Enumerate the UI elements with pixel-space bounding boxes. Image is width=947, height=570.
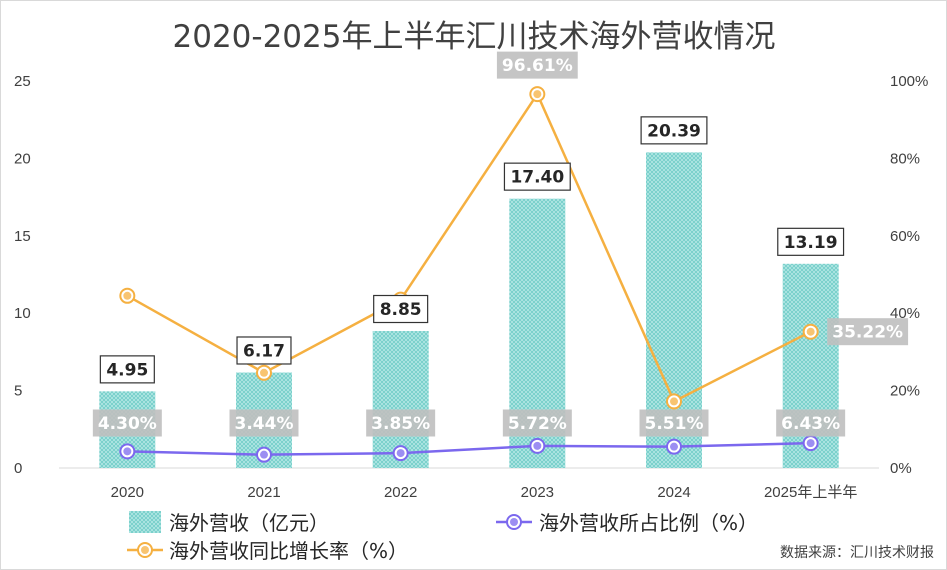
- growth-value-label: 35.22%: [827, 318, 909, 346]
- share-line: [127, 441, 811, 456]
- bar-value-label-text: 13.19: [784, 233, 838, 253]
- bar-value-label-text: 6.17: [243, 341, 285, 361]
- share-value-label-bg: [776, 409, 846, 437]
- growth-line: [126, 91, 812, 404]
- share-value-label-bg: [639, 409, 709, 437]
- share-value-label: 6.43%: [776, 409, 846, 437]
- legend-swatch-bar: [129, 511, 161, 533]
- bar-value-label-bg: [640, 116, 708, 145]
- legend-label-growth: 海外营收同比增长率（%）: [169, 539, 408, 563]
- growth-point-core: [533, 90, 542, 99]
- bar-value-label: 20.39: [640, 116, 708, 145]
- y-right-tick: 80%: [890, 150, 920, 167]
- growth-point-core: [806, 327, 815, 336]
- share-value-label: 3.44%: [229, 409, 299, 437]
- growth-point-core: [123, 291, 132, 300]
- legend-label-bar: 海外营收（亿元）: [169, 511, 329, 535]
- y-right-tick: 20%: [890, 383, 920, 400]
- bar-value-label-bg: [373, 294, 429, 324]
- share-value-label-text: 6.43%: [781, 414, 840, 434]
- bar-value-label: 8.85: [373, 294, 429, 324]
- bar-value-label-text: 20.39: [647, 121, 701, 141]
- y-right-tick: 40%: [890, 305, 920, 322]
- legend-swatch-growth-marker-core: [141, 546, 149, 554]
- share-value-label-text: 5.72%: [508, 414, 567, 434]
- y-left-tick: 10: [14, 305, 31, 322]
- x-tick-label: 2020: [111, 484, 144, 501]
- legend-label-share: 海外营收所占比例（%）: [539, 511, 758, 535]
- bar-value-label: 6.17: [236, 336, 292, 365]
- bar-value-label-bg: [777, 227, 845, 256]
- bar-value-label-bg: [99, 355, 155, 384]
- growth-value-label-text: 35.22%: [832, 323, 903, 343]
- share-value-label-bg: [366, 409, 436, 437]
- share-value-label-text: 5.51%: [645, 414, 704, 434]
- y-right-tick: 100%: [890, 73, 928, 90]
- share-value-label: 5.51%: [639, 409, 709, 437]
- growth-value-label-bg: [496, 51, 578, 79]
- x-tick-label: 2025年上半年: [764, 484, 857, 501]
- y-right-tick: 60%: [890, 228, 920, 245]
- share-value-label: 3.85%: [366, 409, 436, 437]
- share-point-core: [670, 442, 678, 451]
- share-value-label-text: 4.30%: [98, 414, 157, 434]
- growth-point-core: [260, 368, 268, 377]
- bar-value-label-text: 4.95: [106, 360, 148, 380]
- share-point-core: [533, 441, 542, 450]
- y-left-tick: 5: [14, 383, 22, 400]
- bar-value-label-bg: [236, 336, 292, 365]
- y-left-tick: 0: [14, 460, 22, 477]
- growth-value-label: 96.61%: [496, 51, 578, 79]
- share-value-label-text: 3.44%: [235, 414, 294, 434]
- share-value-label: 4.30%: [92, 409, 162, 437]
- growth-value-label-bg: [827, 318, 909, 346]
- share-point-core: [123, 447, 132, 456]
- bar-value-label-text: 17.40: [510, 168, 564, 188]
- share-value-label-bg: [92, 409, 162, 437]
- x-tick-label: 2021: [247, 484, 280, 501]
- share-point-core: [396, 449, 405, 458]
- share-value-label-bg: [229, 409, 299, 437]
- x-tick-label: 2022: [384, 484, 417, 501]
- legend-swatch-share-marker-core: [510, 518, 518, 526]
- bar-value-label: 13.19: [777, 227, 845, 256]
- share-value-label-text: 3.85%: [371, 414, 430, 434]
- y-left-tick: 20: [14, 150, 31, 167]
- bar-value-label-text: 8.85: [380, 300, 422, 320]
- share-point-core: [260, 450, 268, 459]
- share-point-core: [806, 439, 815, 448]
- y-right-tick: 0%: [890, 460, 912, 477]
- bar-value-label: 17.40: [503, 162, 571, 191]
- chart-title: 2020-2025年上半年汇川技术海外营收情况: [173, 19, 776, 55]
- x-tick-label: 2024: [657, 484, 690, 501]
- growth-value-label-text: 96.61%: [502, 56, 573, 76]
- bar-value-label-bg: [503, 162, 571, 191]
- source-note: 数据来源：汇川技术财报: [780, 545, 934, 561]
- share-value-label-bg: [502, 409, 572, 437]
- growth-point-core: [670, 397, 678, 406]
- bar-value-label: 4.95: [99, 355, 155, 384]
- y-left-tick: 25: [14, 73, 31, 90]
- x-tick-label: 2023: [521, 484, 554, 501]
- y-left-tick: 15: [14, 228, 31, 245]
- share-value-label: 5.72%: [502, 409, 572, 437]
